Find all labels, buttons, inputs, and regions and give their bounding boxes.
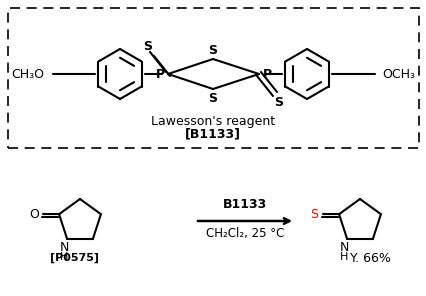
Text: Lawesson's reagent: Lawesson's reagent	[150, 115, 274, 128]
Text: [B1133]: [B1133]	[184, 128, 240, 141]
Text: N: N	[339, 241, 348, 254]
Text: CH₂Cl₂, 25 °C: CH₂Cl₂, 25 °C	[205, 228, 284, 240]
Bar	[8, 8, 418, 148]
Text: H: H	[339, 252, 348, 262]
Text: S: S	[143, 39, 152, 52]
Text: Y. 66%: Y. 66%	[349, 252, 389, 265]
Text: O: O	[29, 208, 39, 221]
Text: S: S	[309, 208, 317, 221]
Text: N: N	[59, 241, 69, 254]
Text: B1133: B1133	[222, 197, 267, 210]
Text: OCH₃: OCH₃	[382, 67, 414, 81]
Text: S: S	[208, 44, 217, 57]
Text: S: S	[208, 91, 217, 104]
Text: [P0575]: [P0575]	[50, 253, 99, 263]
Text: S: S	[274, 96, 283, 109]
Text: H: H	[60, 252, 68, 262]
Text: P: P	[155, 67, 164, 81]
Text: CH₃O: CH₃O	[12, 67, 44, 81]
Text: P: P	[262, 67, 271, 81]
